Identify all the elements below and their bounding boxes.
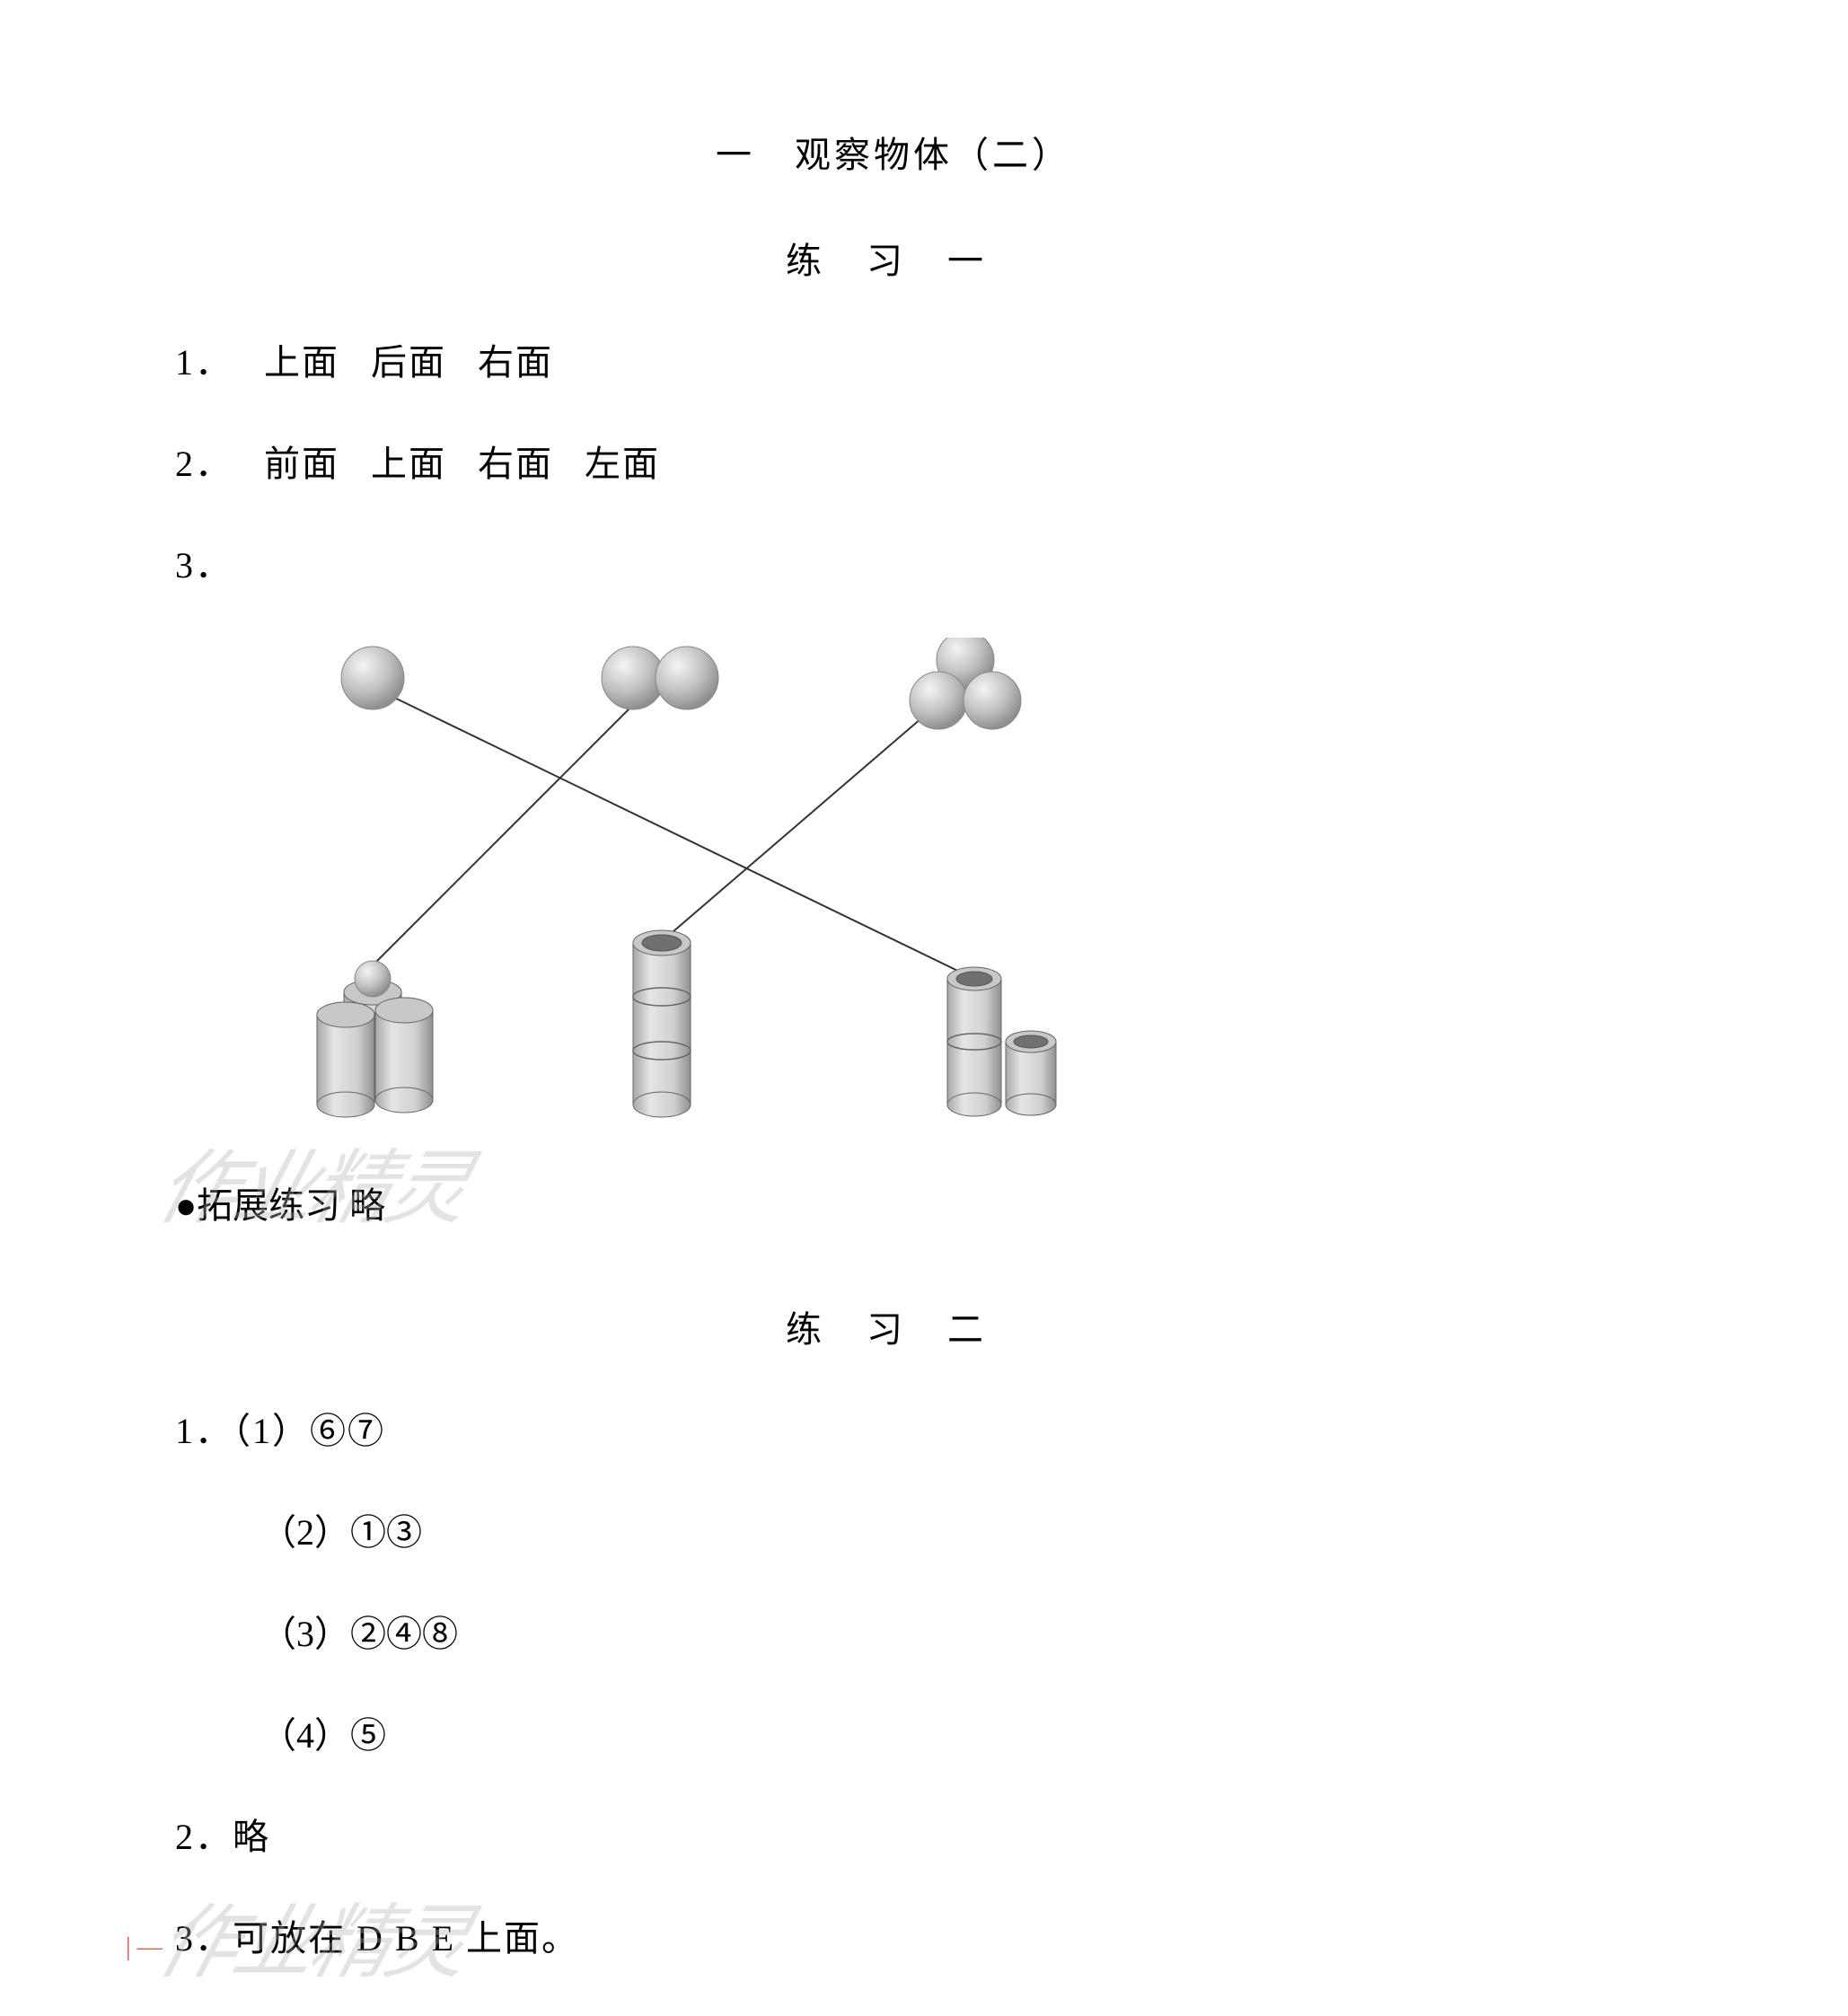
ex2-q1-part-1: （2）①③ <box>260 1503 1612 1555</box>
ex2-q1-p3-label: （4） <box>260 1715 350 1756</box>
ex2-q1-p1-ans: ①③ <box>350 1512 422 1553</box>
ex2-q1-p0-label: （1） <box>233 1411 310 1451</box>
exercise-1-title: 练 习 一 <box>175 232 1612 284</box>
q2-ans-0: 前面 <box>264 444 339 484</box>
q1-num: 1． <box>175 342 233 383</box>
q2-ans-3: 左面 <box>585 444 660 484</box>
ex2-q2-num: 2． <box>175 1817 233 1857</box>
ex2-question-1: 1．（1）⑥⑦ <box>175 1402 1612 1454</box>
question-2: 2． 前面上面右面左面 <box>175 435 1612 487</box>
ex2-q3-num: 3． <box>175 1918 233 1959</box>
question-1: 1． 上面后面右面 <box>175 333 1612 385</box>
q1-ans-0: 上面 <box>264 342 339 383</box>
ex2-q1-p3-ans: ⑤ <box>350 1715 386 1756</box>
ex2-question-3: 3．可放在 D B E 上面。 <box>175 1909 1612 1961</box>
ex2-q1-part-3: （4）⑤ <box>260 1706 1612 1758</box>
ex2-q1-num: 1． <box>175 1411 233 1451</box>
matching-diagram <box>238 638 1181 1122</box>
q2-num: 2． <box>175 444 233 484</box>
chapter-name: 观察物体（二） <box>795 135 1071 175</box>
page-marker: | — <box>126 1933 163 1962</box>
ex2-q1-p2-label: （3） <box>260 1614 350 1654</box>
exercise-2-title: 练 习 二 <box>175 1300 1612 1352</box>
question-3: 3． <box>175 536 1612 588</box>
ex2-q1-p1-label: （2） <box>260 1512 350 1553</box>
ex2-q1-part-2: （3）②④⑧ <box>260 1605 1612 1657</box>
chapter-number: 一 <box>716 135 755 175</box>
q3-num: 3． <box>175 545 233 585</box>
chapter-title: 一 观察物体（二） <box>175 126 1612 178</box>
ex2-q2-ans: 略 <box>233 1817 270 1857</box>
ex2-question-2: 2．略 <box>175 1808 1612 1860</box>
q2-ans-2: 右面 <box>478 444 553 484</box>
extension-note: ●拓展练习 略 <box>175 1176 1612 1228</box>
q2-ans-1: 上面 <box>371 444 446 484</box>
q1-ans-2: 右面 <box>478 342 553 383</box>
ex2-q3-ans: 可放在 D B E 上面。 <box>233 1918 579 1959</box>
q1-ans-1: 后面 <box>371 342 446 383</box>
ex2-q1-p0-ans: ⑥⑦ <box>310 1411 385 1451</box>
ex2-q1-p2-ans: ②④⑧ <box>350 1614 458 1654</box>
